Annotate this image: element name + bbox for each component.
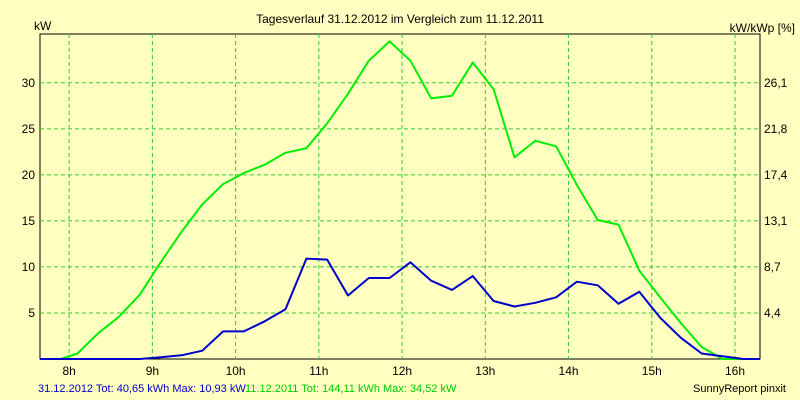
plot-area	[39, 33, 761, 360]
chart-title: Tagesverlauf 31.12.2012 im Vergleich zum…	[256, 12, 544, 26]
y-left-tick-label: 15	[22, 214, 36, 228]
y-right-tick-label: 4,4	[764, 306, 781, 320]
y-right-tick-label: 26,1	[764, 76, 788, 90]
x-tick-label: 11h	[309, 364, 328, 378]
grid	[40, 34, 760, 359]
x-tick-label: 15h	[642, 364, 662, 378]
x-tick-label: 16h	[725, 364, 745, 378]
x-tick-label: 14h	[559, 364, 579, 378]
y-left-tick-label: 10	[22, 260, 36, 274]
legend-series-2012: 31.12.2012 Tot: 40,65 kWh Max: 10,93 kW	[38, 383, 246, 395]
series-group	[40, 40, 760, 360]
x-tick-label: 9h	[146, 364, 159, 378]
y-right-tick-label: 17,4	[764, 168, 788, 182]
y-left-tick-label: 20	[22, 168, 36, 182]
x-tick-label: 12h	[392, 364, 412, 378]
series-line	[40, 40, 760, 360]
y-left-tick-label: 30	[22, 76, 36, 90]
y-right-tick-label: 13,1	[764, 214, 788, 228]
series-line	[40, 257, 760, 360]
y-axis-left-label: kW	[34, 19, 52, 33]
x-tick-label: 10h	[226, 364, 246, 378]
tick-labels: 8h 9h 10h 11h 12h 13h 14h 15h 16h 5 10 15 20 25 30 4,4 8…	[22, 76, 788, 378]
y-left-tick-label: 25	[22, 122, 36, 136]
y-left-tick-label: 5	[28, 306, 35, 320]
y-right-tick-label: 8,7	[764, 260, 781, 274]
brand-credit: SunnyReport pinxit	[693, 383, 786, 395]
legend-series-2011: 11.12.2011 Tot: 144,11 kWh Max: 34,52 kW	[245, 383, 457, 395]
x-tick-label: 8h	[62, 364, 75, 378]
y-axis-right-label: kW/kWp [%]	[730, 21, 795, 35]
y-right-tick-label: 21,8	[764, 122, 788, 136]
x-tick-label: 13h	[475, 364, 495, 378]
